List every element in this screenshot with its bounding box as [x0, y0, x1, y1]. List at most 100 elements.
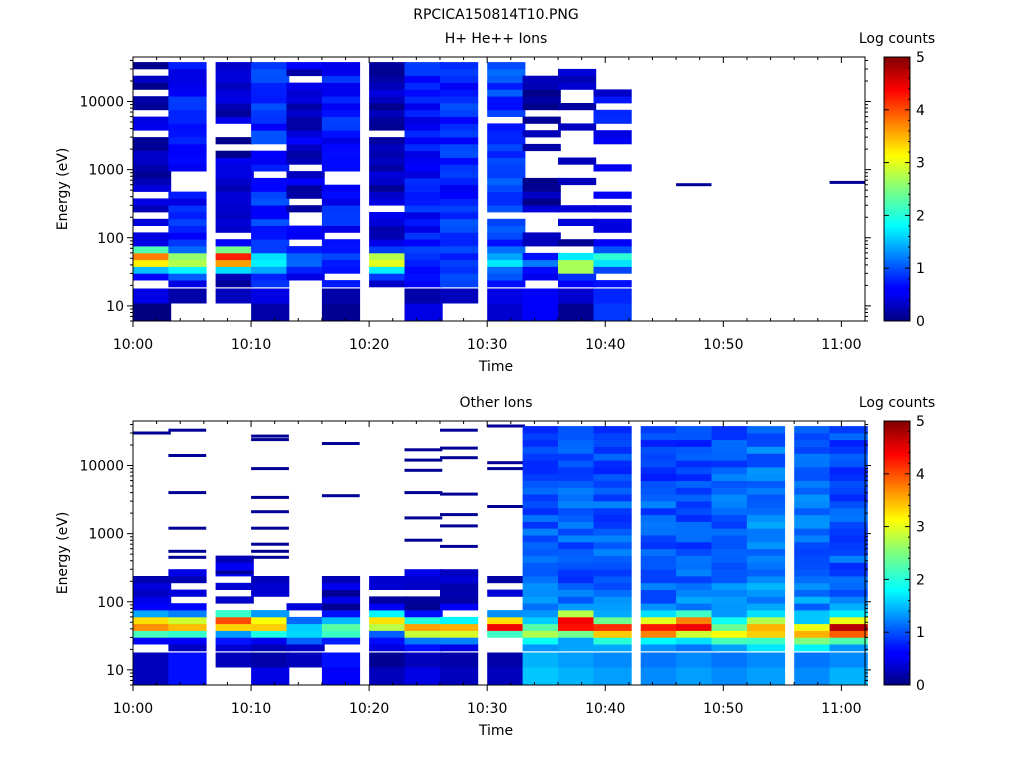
heatmap-cell [558, 610, 597, 618]
heatmap-cell [593, 89, 632, 97]
heatmap-cell [746, 562, 786, 570]
heatmap-cell [558, 535, 597, 543]
heatmap-cell [676, 555, 715, 563]
heatmap-cell-sparse [251, 467, 289, 471]
heatmap-cell [133, 205, 172, 213]
heatmap-cell [593, 514, 632, 522]
heatmap-cell [215, 89, 254, 97]
heatmap-cell [522, 467, 561, 475]
heatmap-cell [440, 596, 479, 604]
heatmap-cell [286, 89, 325, 97]
heatmap-cell [593, 603, 632, 611]
heatmap-cell [558, 303, 597, 322]
heatmap-cell [369, 96, 408, 104]
heatmap-cell [522, 644, 561, 652]
heatmap-cell [487, 164, 526, 172]
heatmap-cell [251, 667, 290, 686]
heatmap-cell [676, 596, 715, 604]
heatmap-cell [369, 89, 408, 97]
heatmap-cell [829, 630, 868, 638]
heatmap-cell [404, 623, 443, 631]
x-tick-label: 10:50 [703, 337, 743, 353]
heatmap-cell-sparse [168, 428, 207, 432]
heatmap-cell [440, 218, 479, 226]
heatmap-cell [251, 82, 290, 90]
heatmap-cell [215, 610, 254, 618]
heatmap-cell [829, 652, 868, 668]
heatmap-cell [558, 507, 597, 516]
heatmap-cell [746, 541, 786, 550]
heatmap-cell [133, 273, 172, 281]
heatmap-cell [487, 225, 526, 233]
heatmap-cell [522, 652, 561, 668]
heatmap-cell [640, 528, 679, 536]
heatmap-cell [487, 288, 526, 304]
heatmap-cell [558, 644, 597, 652]
heatmap-cell [794, 562, 833, 570]
heatmap-cell [168, 288, 207, 304]
heatmap-cell [215, 212, 254, 220]
heatmap-cell [321, 616, 361, 625]
heatmap-cell [640, 576, 679, 584]
x-tick-label: 10:30 [467, 337, 507, 353]
heatmap-cell [404, 143, 443, 152]
heatmap-cell [522, 562, 561, 570]
heatmap-cell [404, 259, 443, 267]
heatmap-cell [168, 652, 207, 668]
heatmap-cell [487, 616, 526, 625]
heatmap-cell [593, 460, 632, 468]
heatmap-cell [404, 82, 443, 90]
heatmap-cell [440, 637, 479, 645]
heatmap-cell [711, 514, 750, 522]
heatmap-cell [168, 644, 207, 652]
heatmap-cell [215, 596, 254, 604]
heatmap-cell [440, 266, 479, 274]
heatmap-cell [593, 548, 632, 556]
heatmap-cell [593, 644, 632, 652]
heatmap-cell [168, 116, 207, 124]
heatmap-cell [746, 480, 786, 488]
heatmap-cell [286, 68, 325, 77]
heatmap-cell-sparse [487, 461, 525, 465]
heatmap-cell [522, 432, 561, 441]
heatmap-cell [369, 109, 408, 117]
heatmap-cell [746, 630, 786, 638]
heatmap-cell [593, 507, 632, 516]
heatmap-cell [404, 596, 443, 604]
heatmap-cell [215, 555, 254, 563]
heatmap-cell [794, 521, 833, 529]
heatmap-cell [794, 576, 833, 584]
heatmap-cell [746, 652, 786, 668]
heatmap-cell [251, 576, 290, 584]
heatmap-cell [593, 610, 632, 618]
heatmap-cell [440, 143, 479, 152]
panel-other-ions: Other Ions 10:00 10:10 10:20 10:30 10:40 10:5… [55, 395, 935, 739]
heatmap-cell [522, 446, 561, 454]
heatmap-cell [711, 439, 750, 447]
heatmap-cell [676, 548, 715, 556]
heatmap-cell [746, 667, 786, 686]
heatmap-cell [676, 507, 715, 516]
heatmap-cell [711, 541, 750, 550]
heatmap-cell [133, 239, 172, 247]
heatmap-cell [794, 569, 833, 577]
heatmap-cell [522, 555, 561, 563]
heatmap-cell [487, 252, 526, 261]
heatmap-cell [746, 507, 786, 516]
heatmap-cell [251, 164, 290, 172]
heatmap-cell-sparse [168, 526, 207, 530]
heatmap-cell [440, 109, 479, 117]
heatmap-cell [746, 521, 786, 529]
heatmap-cell [522, 184, 561, 192]
heatmap-cell [440, 116, 479, 124]
heatmap-cell [522, 89, 561, 97]
heatmap-cell [286, 177, 325, 186]
heatmap-cell [404, 164, 443, 172]
panel-1-plot-frame [132, 56, 866, 322]
heatmap-cell [215, 637, 254, 645]
heatmap-cell [286, 630, 325, 638]
y-tick-label: 100 [97, 595, 124, 611]
panel-1-colorbar-ticks: 0 1 2 3 4 5 [884, 50, 925, 330]
heatmap-cell [558, 205, 597, 213]
heatmap-cell [215, 630, 254, 638]
